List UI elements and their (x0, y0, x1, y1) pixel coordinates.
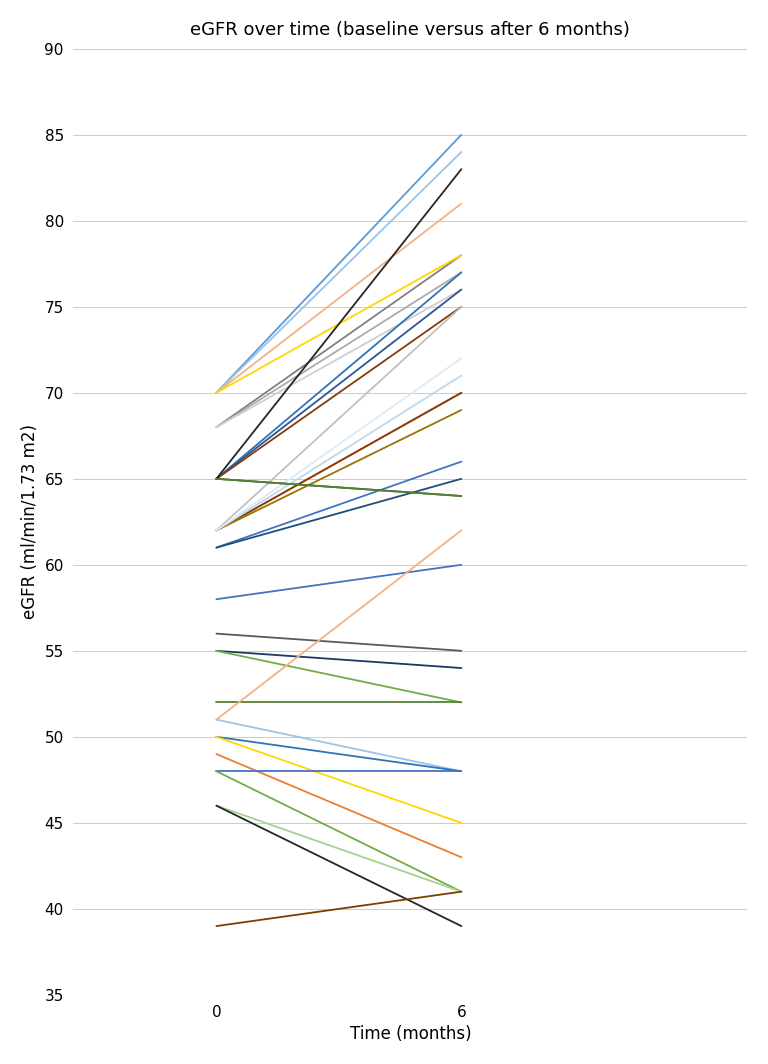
Title: eGFR over time (baseline versus after 6 months): eGFR over time (baseline versus after 6 … (190, 21, 631, 38)
X-axis label: Time (months): Time (months) (349, 1026, 471, 1043)
Y-axis label: eGFR (ml/min/1.73 m2): eGFR (ml/min/1.73 m2) (21, 425, 39, 619)
